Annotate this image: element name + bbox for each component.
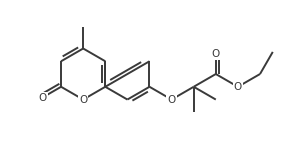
Text: O: O <box>38 93 47 103</box>
Text: O: O <box>79 95 87 104</box>
Text: O: O <box>168 95 176 104</box>
Text: O: O <box>234 82 242 92</box>
Text: O: O <box>212 49 220 59</box>
